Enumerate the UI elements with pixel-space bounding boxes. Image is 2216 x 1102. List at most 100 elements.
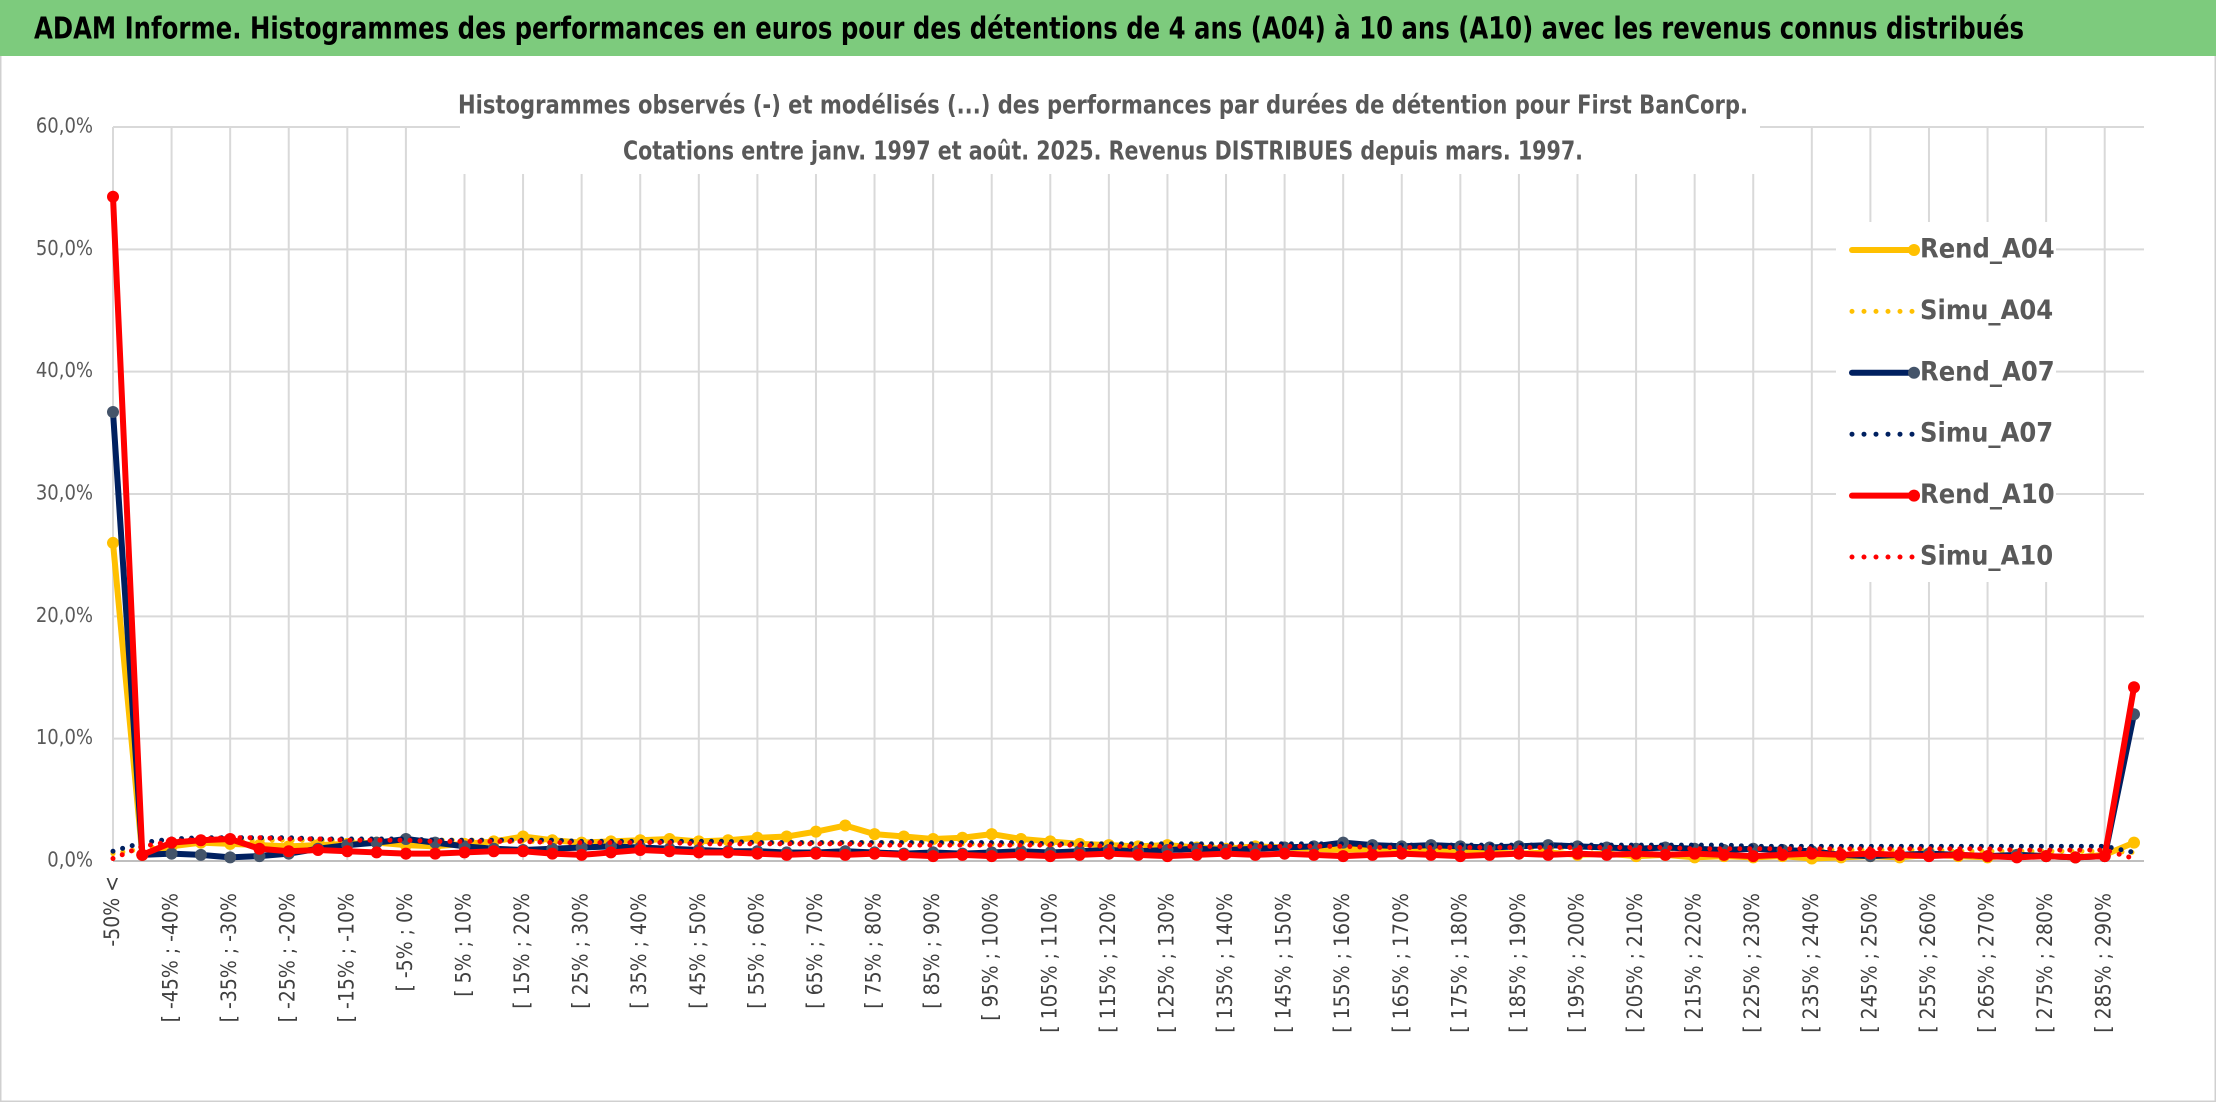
y-tick-label: 0,0% bbox=[47, 848, 93, 872]
point bbox=[2069, 851, 2082, 864]
x-tick-label: [ -25% ; -20% bbox=[276, 893, 300, 1022]
legend-marker bbox=[1908, 244, 1920, 256]
point bbox=[1483, 848, 1496, 861]
point bbox=[1893, 848, 1906, 861]
point bbox=[1425, 848, 1438, 861]
point bbox=[1073, 848, 1086, 861]
point bbox=[1571, 847, 1584, 860]
point bbox=[985, 828, 998, 841]
x-tick-label: [ 5% ; 10% bbox=[451, 893, 475, 997]
x-tick-label: [ 215% ; 220% bbox=[1682, 893, 1706, 1033]
x-tick-label: [ -15% ; -10% bbox=[334, 893, 358, 1022]
point bbox=[1044, 850, 1057, 863]
point bbox=[546, 847, 559, 860]
legend-marker bbox=[1908, 366, 1920, 379]
point bbox=[487, 845, 500, 858]
point bbox=[839, 819, 852, 832]
x-tick-label: [ 195% ; 200% bbox=[1564, 893, 1588, 1033]
point bbox=[1337, 850, 1350, 863]
point bbox=[809, 825, 822, 838]
point bbox=[282, 845, 295, 858]
y-tick-label: 20,0% bbox=[36, 603, 93, 627]
x-tick-label: [ -45% ; -40% bbox=[159, 893, 183, 1022]
x-tick-label: [ 85% ; 90% bbox=[920, 893, 944, 1009]
x-tick-label: [ 115% ; 120% bbox=[1096, 893, 1120, 1033]
x-tick-label: [ 45% ; 50% bbox=[686, 893, 710, 1009]
point bbox=[1776, 848, 1789, 861]
point bbox=[1981, 850, 1994, 863]
point bbox=[2040, 850, 2053, 863]
header-band bbox=[0, 0, 2216, 56]
point bbox=[692, 846, 705, 859]
point bbox=[1190, 848, 1203, 861]
point bbox=[1307, 848, 1320, 861]
point bbox=[1835, 848, 1848, 861]
point bbox=[663, 845, 676, 858]
point bbox=[1161, 850, 1174, 863]
point bbox=[868, 828, 881, 841]
x-tick-label: [ 125% ; 130% bbox=[1154, 893, 1178, 1033]
point bbox=[927, 850, 940, 863]
legend-label: Simu_A04 bbox=[1920, 295, 2053, 326]
point bbox=[809, 847, 822, 860]
point bbox=[1747, 850, 1760, 863]
x-tick-label: [ 165% ; 170% bbox=[1389, 893, 1413, 1033]
point bbox=[780, 848, 793, 861]
point bbox=[839, 848, 852, 861]
y-tick-label: 30,0% bbox=[36, 481, 93, 505]
point bbox=[1454, 850, 1467, 863]
observed-line bbox=[110, 409, 2137, 861]
point bbox=[1922, 850, 1935, 863]
point bbox=[1512, 847, 1525, 860]
point bbox=[341, 845, 354, 858]
point bbox=[634, 843, 647, 856]
point bbox=[2010, 851, 2023, 864]
x-tick-label: [ 55% ; 60% bbox=[744, 893, 768, 1009]
x-tick-label: [ 75% ; 80% bbox=[862, 893, 886, 1009]
legend-label: Rend_A04 bbox=[1920, 234, 2055, 265]
point bbox=[1014, 832, 1027, 845]
legend-label: Rend_A10 bbox=[1920, 479, 2055, 510]
x-tick-label: [ 185% ; 190% bbox=[1506, 893, 1530, 1033]
point bbox=[897, 830, 910, 843]
point bbox=[458, 846, 471, 859]
x-tick-label: [ 95% ; 100% bbox=[979, 893, 1003, 1021]
point bbox=[604, 846, 617, 859]
chart-subtitle: Histogrammes observés (-) et modélisés (… bbox=[458, 91, 1748, 121]
point bbox=[1688, 847, 1701, 860]
point bbox=[575, 848, 588, 861]
point bbox=[868, 847, 881, 860]
point bbox=[2128, 681, 2140, 694]
x-tick-label: [ -35% ; -30% bbox=[217, 893, 241, 1022]
point bbox=[517, 845, 530, 858]
legend-marker bbox=[1908, 489, 1920, 502]
x-tick-label: [ 15% ; 20% bbox=[510, 893, 534, 1009]
x-tick-label: [ 25% ; 30% bbox=[569, 893, 593, 1009]
point bbox=[1717, 848, 1730, 861]
y-tick-label: 60,0% bbox=[36, 114, 93, 138]
point bbox=[312, 843, 325, 856]
y-tick-label: 10,0% bbox=[36, 725, 93, 749]
point bbox=[165, 847, 178, 860]
chart-subtitle: Cotations entre janv. 1997 et août. 2025… bbox=[623, 137, 1583, 167]
point bbox=[1278, 847, 1291, 860]
legend-background bbox=[1836, 222, 2056, 582]
model-line bbox=[110, 835, 2137, 862]
point bbox=[1864, 847, 1877, 860]
point bbox=[2128, 836, 2140, 849]
x-tick-label: [ 175% ; 180% bbox=[1447, 893, 1471, 1033]
point bbox=[224, 851, 237, 864]
point bbox=[429, 847, 442, 860]
x-tick-label: [ 205% ; 210% bbox=[1623, 893, 1647, 1033]
x-tick-label: [ 155% ; 160% bbox=[1330, 893, 1354, 1033]
x-tick-label: -50% < bbox=[100, 876, 124, 947]
point bbox=[1600, 848, 1613, 861]
x-tick-label: [ 235% ; 240% bbox=[1799, 893, 1823, 1033]
y-tick-label: 50,0% bbox=[36, 236, 93, 260]
point bbox=[985, 850, 998, 863]
point bbox=[1659, 848, 1672, 861]
point bbox=[1630, 847, 1643, 860]
point bbox=[107, 190, 119, 203]
